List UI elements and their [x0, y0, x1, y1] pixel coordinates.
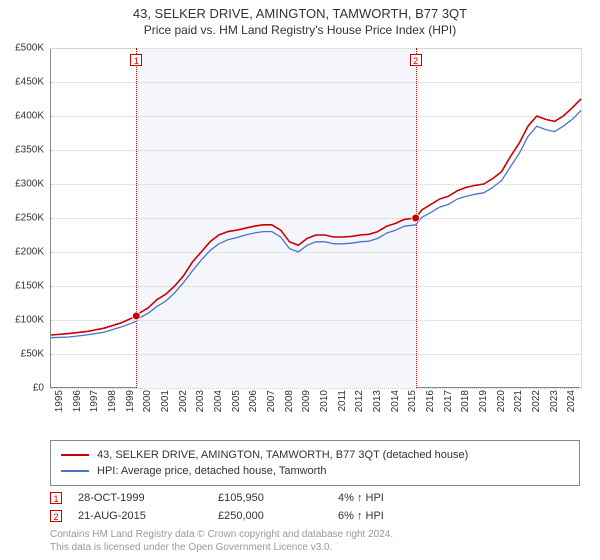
legend-box: 43, SELKER DRIVE, AMINGTON, TAMWORTH, B7… — [50, 440, 580, 486]
y-axis-label: £350K — [0, 145, 44, 156]
plot-region: £0£50K£100K£150K£200K£250K£300K£350K£400… — [50, 48, 580, 388]
gridline — [51, 388, 581, 389]
x-axis-label: 2010 — [319, 390, 330, 412]
chart-area: £0£50K£100K£150K£200K£250K£300K£350K£400… — [50, 48, 580, 408]
sale-hpi: 6% ↑ HPI — [338, 510, 384, 522]
y-axis-label: £400K — [0, 111, 44, 122]
y-axis-label: £50K — [0, 349, 44, 360]
series-line — [51, 111, 581, 338]
legend-item: 43, SELKER DRIVE, AMINGTON, TAMWORTH, B7… — [61, 447, 569, 463]
y-axis-label: £150K — [0, 281, 44, 292]
x-axis-label: 2004 — [213, 390, 224, 412]
credit-line: Contains HM Land Registry data © Crown c… — [50, 528, 580, 541]
sale-row: 1 28-OCT-1999£105,9504% ↑ HPI — [50, 492, 580, 504]
x-axis-label: 2008 — [284, 390, 295, 412]
sale-marker-badge: 1 — [50, 492, 62, 504]
y-axis-label: £0 — [0, 383, 44, 394]
x-axis-label: 2023 — [549, 390, 560, 412]
sale-point — [412, 214, 420, 222]
x-axis-label: 2016 — [425, 390, 436, 412]
x-axis-label: 2020 — [496, 390, 507, 412]
y-axis-label: £450K — [0, 77, 44, 88]
line-layer — [51, 48, 581, 388]
x-axis-label: 2013 — [372, 390, 383, 412]
x-axis-label: 2015 — [407, 390, 418, 412]
credit-text: Contains HM Land Registry data © Crown c… — [50, 528, 580, 554]
x-axis-label: 1999 — [125, 390, 136, 412]
x-axis-label: 2007 — [266, 390, 277, 412]
series-line — [51, 99, 581, 335]
sale-price: £250,000 — [218, 510, 338, 522]
x-axis-label: 2003 — [195, 390, 206, 412]
x-axis-label: 2022 — [531, 390, 542, 412]
x-axis-label: 2014 — [390, 390, 401, 412]
sale-price: £105,950 — [218, 492, 338, 504]
x-axis-label: 2024 — [566, 390, 577, 412]
legend-label: 43, SELKER DRIVE, AMINGTON, TAMWORTH, B7… — [97, 447, 468, 463]
x-axis-label: 2006 — [248, 390, 259, 412]
x-axis-label: 1997 — [89, 390, 100, 412]
x-axis-label: 2012 — [354, 390, 365, 412]
legend-swatch — [61, 470, 89, 472]
sale-date: 21-AUG-2015 — [78, 510, 218, 522]
x-axis-label: 1995 — [54, 390, 65, 412]
x-axis-label: 2011 — [337, 390, 348, 412]
x-axis-label: 2019 — [478, 390, 489, 412]
x-axis-label: 2005 — [231, 390, 242, 412]
sale-row: 2 21-AUG-2015£250,0006% ↑ HPI — [50, 510, 580, 522]
y-axis-label: £500K — [0, 43, 44, 54]
sale-date: 28-OCT-1999 — [78, 492, 218, 504]
legend-block: 43, SELKER DRIVE, AMINGTON, TAMWORTH, B7… — [50, 440, 580, 522]
credit-line: This data is licensed under the Open Gov… — [50, 541, 580, 554]
x-axis-label: 2021 — [513, 390, 524, 412]
x-axis-label: 2001 — [160, 390, 171, 412]
legend-item: HPI: Average price, detached house, Tamw… — [61, 463, 569, 479]
y-axis-label: £200K — [0, 247, 44, 258]
y-axis-label: £250K — [0, 213, 44, 224]
x-axis-label: 1998 — [107, 390, 118, 412]
sale-hpi: 4% ↑ HPI — [338, 492, 384, 504]
y-axis-label: £300K — [0, 179, 44, 190]
x-axis-label: 1996 — [72, 390, 83, 412]
sale-point — [132, 312, 140, 320]
chart-title: 43, SELKER DRIVE, AMINGTON, TAMWORTH, B7… — [0, 0, 600, 21]
x-axis-label: 2002 — [178, 390, 189, 412]
x-axis-label: 2000 — [142, 390, 153, 412]
legend-swatch — [61, 454, 89, 456]
chart-subtitle: Price paid vs. HM Land Registry's House … — [0, 21, 600, 37]
y-axis-label: £100K — [0, 315, 44, 326]
x-axis-label: 2009 — [301, 390, 312, 412]
sale-marker-badge: 2 — [50, 510, 62, 522]
legend-label: HPI: Average price, detached house, Tamw… — [97, 463, 327, 479]
x-axis-label: 2017 — [443, 390, 454, 412]
x-axis-label: 2018 — [460, 390, 471, 412]
